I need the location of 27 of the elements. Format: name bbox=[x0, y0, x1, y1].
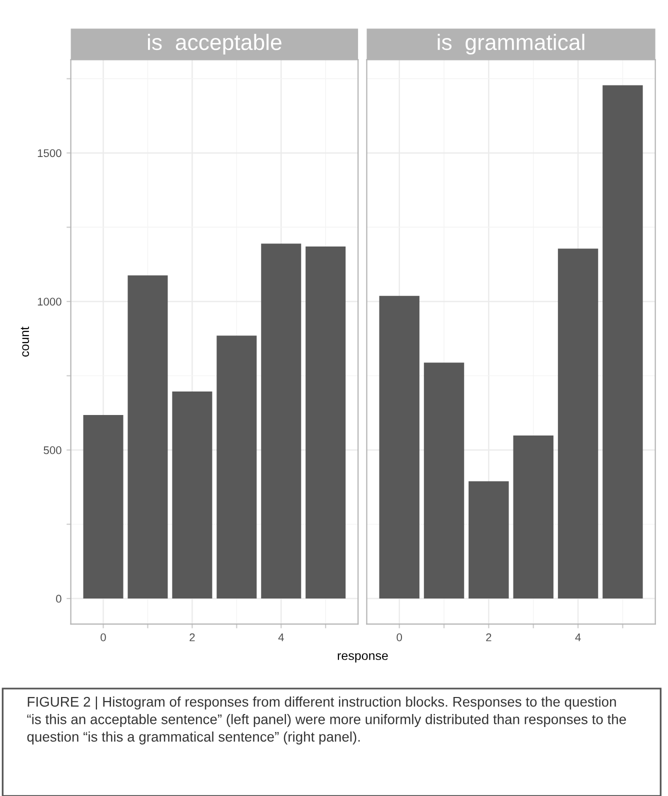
y-tick-label: 500 bbox=[44, 446, 62, 454]
bar bbox=[83, 414, 124, 599]
bar bbox=[602, 85, 643, 599]
y-axis-title: count bbox=[20, 326, 30, 357]
bar bbox=[216, 336, 257, 599]
bar bbox=[468, 481, 509, 599]
y-tick-label: 1000 bbox=[38, 298, 62, 306]
bar bbox=[306, 246, 346, 599]
bar bbox=[261, 244, 302, 599]
bar bbox=[424, 362, 464, 599]
bar bbox=[379, 296, 420, 599]
chart-title: is grammatical bbox=[438, 34, 584, 55]
x-tick-label: 2 bbox=[486, 633, 492, 642]
y-tick-label: 1500 bbox=[38, 149, 62, 158]
x-tick-label: 4 bbox=[278, 634, 284, 642]
y-tick-label: 0 bbox=[56, 594, 62, 603]
x-tick-label: 0 bbox=[100, 633, 106, 642]
bar bbox=[172, 391, 212, 599]
bar bbox=[558, 248, 598, 599]
x-axis-title: response bbox=[338, 653, 388, 663]
bar bbox=[513, 435, 554, 599]
bar bbox=[128, 275, 168, 599]
x-tick-label: 2 bbox=[190, 633, 195, 642]
caption: FIGURE 2 | Histogram of responses from different instruction blocks. Responses to the question “is this an acceptable sentence” (left panel) were more uniformly distributed than responses to the question “is this a grammatical sentence” (right panel). bbox=[27, 696, 626, 744]
x-tick-label: 4 bbox=[575, 634, 581, 642]
x-tick-label: 0 bbox=[396, 633, 402, 642]
chart-title: is acceptable bbox=[148, 34, 282, 55]
